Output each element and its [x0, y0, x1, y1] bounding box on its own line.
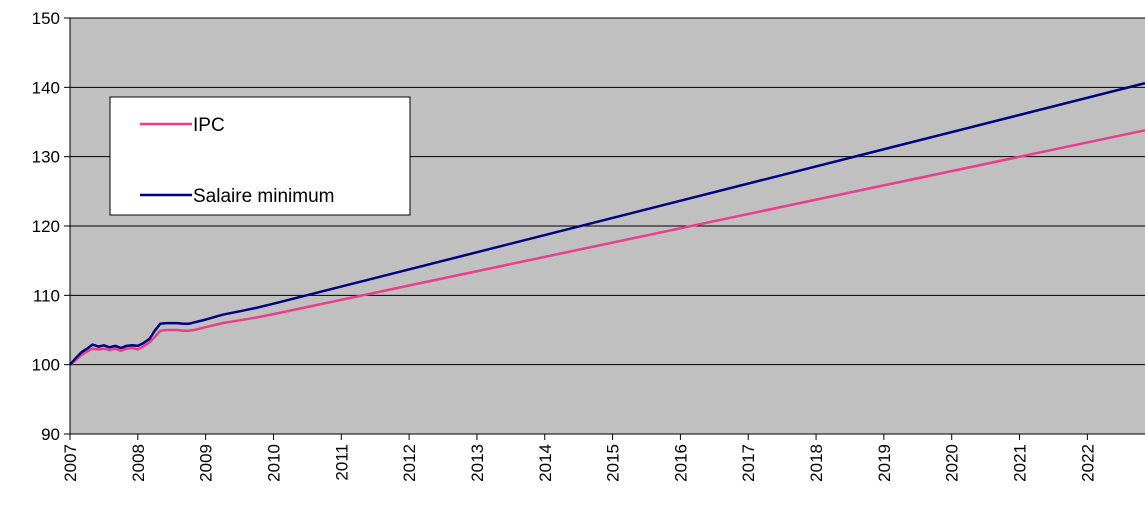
- x-tick-label: 2011: [332, 444, 351, 481]
- x-tick-label: 2021: [1011, 444, 1030, 482]
- x-tick-label: 2017: [739, 444, 758, 482]
- x-tick-label: 2013: [468, 444, 487, 482]
- series-line-ipc: [69, 129, 1145, 366]
- x-tick-label: 2007: [61, 444, 80, 482]
- axes: [69, 18, 1145, 440]
- x-tick-label: 2020: [943, 444, 962, 482]
- x-tick-labels: 2007 2008 2009 2010 2011 2012 2013 2014 2015 2016…: [61, 444, 1097, 482]
- y-tick-label: 140: [32, 78, 60, 97]
- y-tick-labels: 90 100 110 120 130 140 150: [32, 9, 60, 444]
- x-tick-label: 2016: [671, 444, 690, 482]
- y-tick-label: 150: [32, 9, 60, 28]
- x-tick-label: 2022: [1078, 444, 1097, 482]
- x-tick-label: 2008: [129, 444, 148, 482]
- legend-label-ipc: IPC: [193, 115, 225, 136]
- y-tick-label: 90: [41, 425, 60, 444]
- x-tick-label: 2014: [536, 444, 555, 482]
- x-tick-label: 2012: [400, 444, 419, 482]
- x-tick-label: 2009: [197, 444, 216, 482]
- x-tick-label: 2010: [264, 444, 283, 482]
- legend-label-salaire-minimum: Salaire minimum: [193, 186, 334, 207]
- series-line-salaire-minimum: [69, 81, 1145, 366]
- y-tick-label: 130: [32, 148, 60, 167]
- x-tick-label: 2018: [807, 444, 826, 482]
- y-tick-label: 100: [32, 356, 60, 375]
- x-tick-label: 2015: [604, 444, 623, 482]
- y-tick-label: 110: [33, 286, 60, 305]
- legend: IPC Salaire minimum: [109, 96, 411, 216]
- x-tick-label: 2019: [875, 444, 894, 482]
- series-layer: [69, 81, 1145, 366]
- y-tick-label: 120: [32, 217, 60, 236]
